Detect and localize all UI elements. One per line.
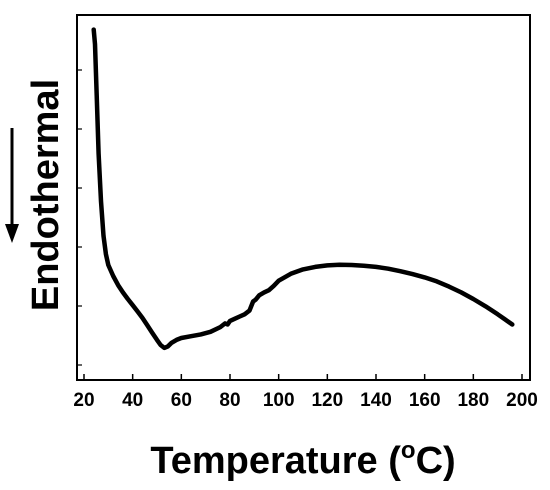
x-tick-label-120: 120 [311, 390, 343, 411]
dsc-curve [91, 27, 515, 351]
x-tick-label-180: 180 [457, 390, 489, 411]
endothermal-direction-arrow [5, 128, 19, 243]
y-axis-title: Endothermal [25, 79, 67, 311]
x-tick-label-40: 40 [122, 390, 143, 411]
y-axis-ticks [77, 69, 82, 366]
x-tick-label-60: 60 [171, 390, 192, 411]
x-tick-label-20: 20 [73, 390, 94, 411]
x-axis-unit-superscript: o [401, 437, 416, 464]
x-axis-unit: C) [416, 440, 456, 482]
x-tick-label-160: 160 [409, 390, 441, 411]
plot-frame [76, 14, 531, 381]
y-axis-title-text: Endothermal [25, 79, 67, 311]
x-tick-label-140: 140 [360, 390, 392, 411]
x-axis-title: Temperature (oC) [150, 437, 455, 482]
x-axis-ticks [83, 374, 523, 380]
x-tick-label-200: 200 [506, 390, 538, 411]
x-tick-label-100: 100 [263, 390, 295, 411]
x-tick-label-80: 80 [219, 390, 240, 411]
x-axis-tick-labels: 20 40 60 80 100 120 140 160 180 200 [73, 390, 537, 411]
